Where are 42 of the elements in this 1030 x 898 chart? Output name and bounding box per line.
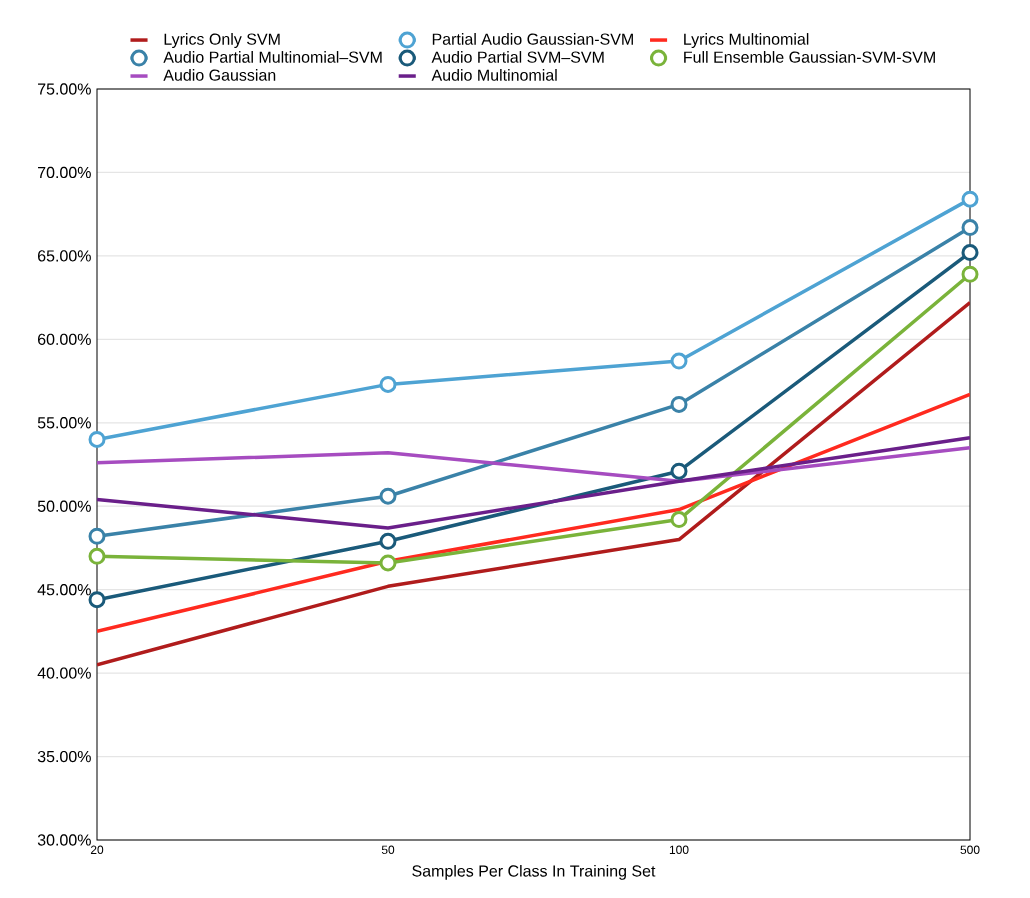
legend-label: Audio Partial SVM–SVM	[431, 51, 604, 63]
point	[379, 554, 397, 572]
y-tick-label: 70.00%	[38, 166, 91, 179]
legend-label: Lyrics Multinomial	[684, 33, 809, 48]
y-tick-label: 50.00%	[37, 500, 91, 512]
point	[670, 395, 688, 413]
point	[379, 532, 397, 550]
line-series	[97, 392, 971, 634]
y-tick-label: 35.00%	[37, 750, 91, 763]
point	[670, 511, 688, 529]
legend-label: Audio Multinomial	[431, 69, 557, 81]
y-tick-label: 30.00%	[37, 834, 91, 846]
legend-label: Audio Gaussian	[163, 69, 276, 81]
point	[88, 527, 106, 545]
y-tick-label: 40.00%	[37, 667, 91, 679]
point	[88, 430, 106, 448]
point	[379, 375, 397, 393]
legend-label: Partial Audio Gaussian-SVM	[432, 33, 633, 45]
point	[961, 190, 979, 208]
line-series	[97, 436, 971, 530]
line-series	[97, 446, 971, 483]
y-tick-label: 45.00%	[37, 584, 91, 596]
x-tick-label: 50	[381, 845, 395, 855]
y-tick-label: 55.00%	[37, 417, 91, 429]
point	[961, 265, 979, 283]
point	[379, 487, 397, 505]
point	[88, 547, 106, 565]
x-tick-label: 100	[669, 845, 689, 855]
point	[961, 219, 979, 237]
y-tick-label: 60.00%	[38, 333, 91, 345]
line-series	[97, 300, 971, 667]
point	[670, 352, 688, 370]
legend-label: Lyrics Only SVM	[164, 33, 280, 48]
y-tick-label: 75.00%	[38, 83, 91, 95]
point	[670, 462, 688, 480]
legend-label: Audio Partial Multinomial–SVM	[163, 51, 382, 63]
x-tick-label: 20	[90, 845, 104, 855]
y-tick-label: 65.00%	[38, 250, 91, 262]
point	[961, 244, 979, 262]
x-axis-title: Samples Per Class In Training Set	[412, 864, 656, 880]
legend-label: Full Ensemble Gaussian-SVM-SVM	[684, 51, 935, 63]
x-tick-label: 500	[960, 845, 980, 855]
